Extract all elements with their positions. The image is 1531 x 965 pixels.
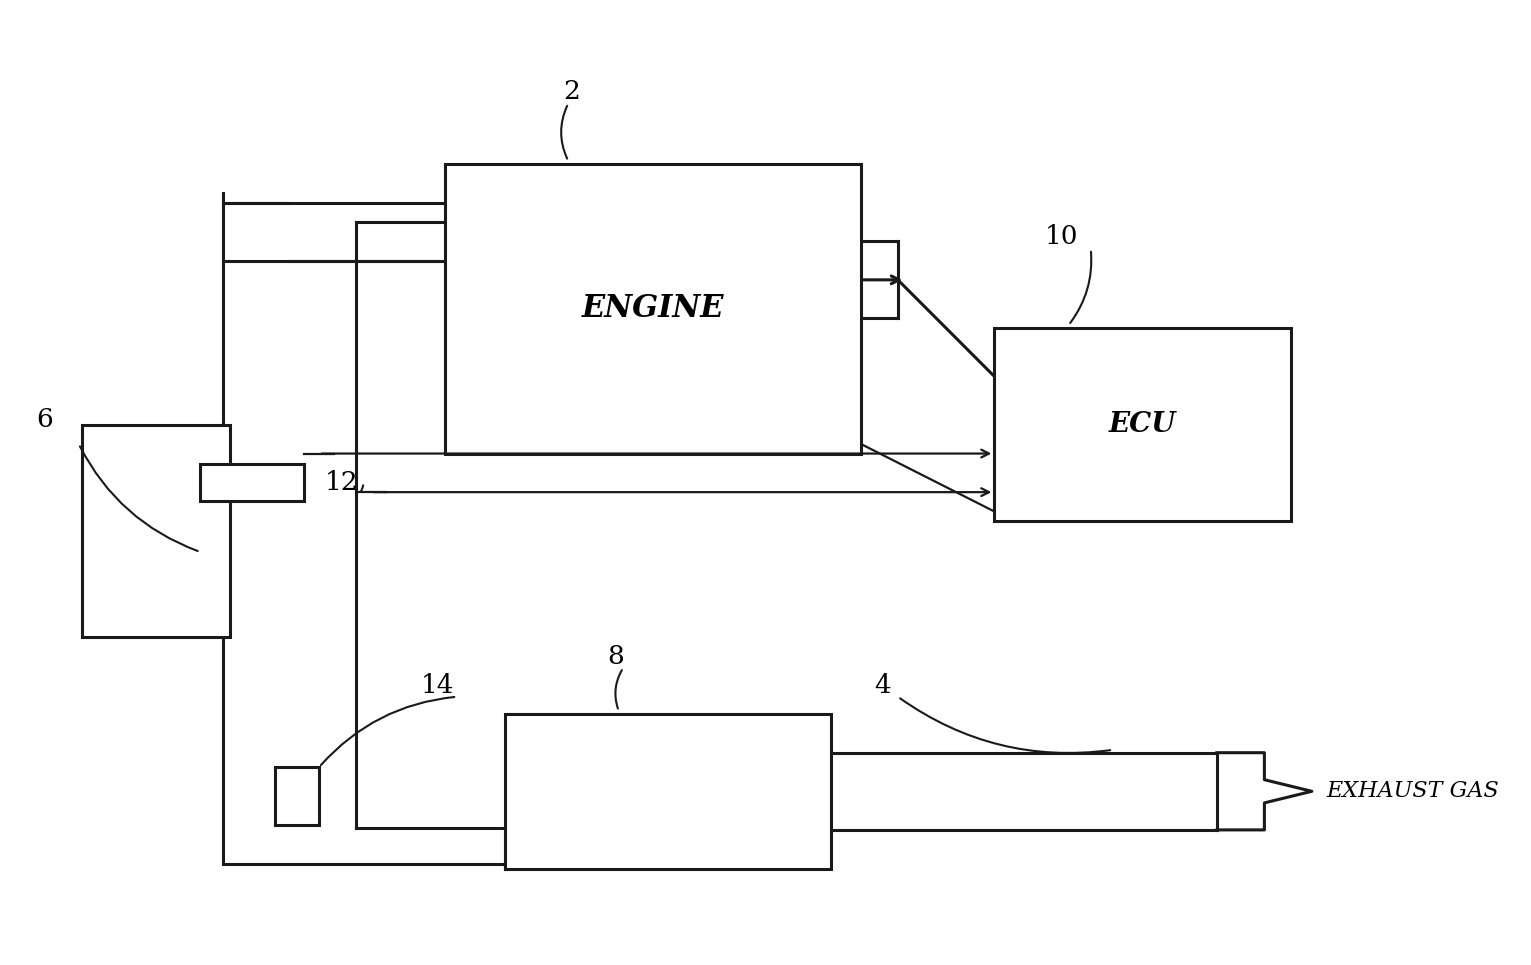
Bar [994, 328, 1291, 521]
Text: ENGINE: ENGINE [582, 293, 724, 324]
Text: 10: 10 [1044, 224, 1078, 249]
Text: 8: 8 [608, 644, 625, 669]
Bar [446, 164, 860, 454]
Text: ECU: ECU [1108, 411, 1176, 438]
Bar [81, 425, 230, 637]
Bar [201, 464, 305, 501]
Text: 4: 4 [874, 673, 891, 698]
Text: 2: 2 [563, 79, 580, 104]
Bar [505, 714, 831, 868]
Bar [274, 767, 318, 825]
Text: 6: 6 [37, 407, 54, 432]
Text: 14: 14 [421, 673, 455, 698]
Text: EXHAUST GAS: EXHAUST GAS [1327, 781, 1499, 802]
Text: 12: 12 [325, 470, 358, 495]
